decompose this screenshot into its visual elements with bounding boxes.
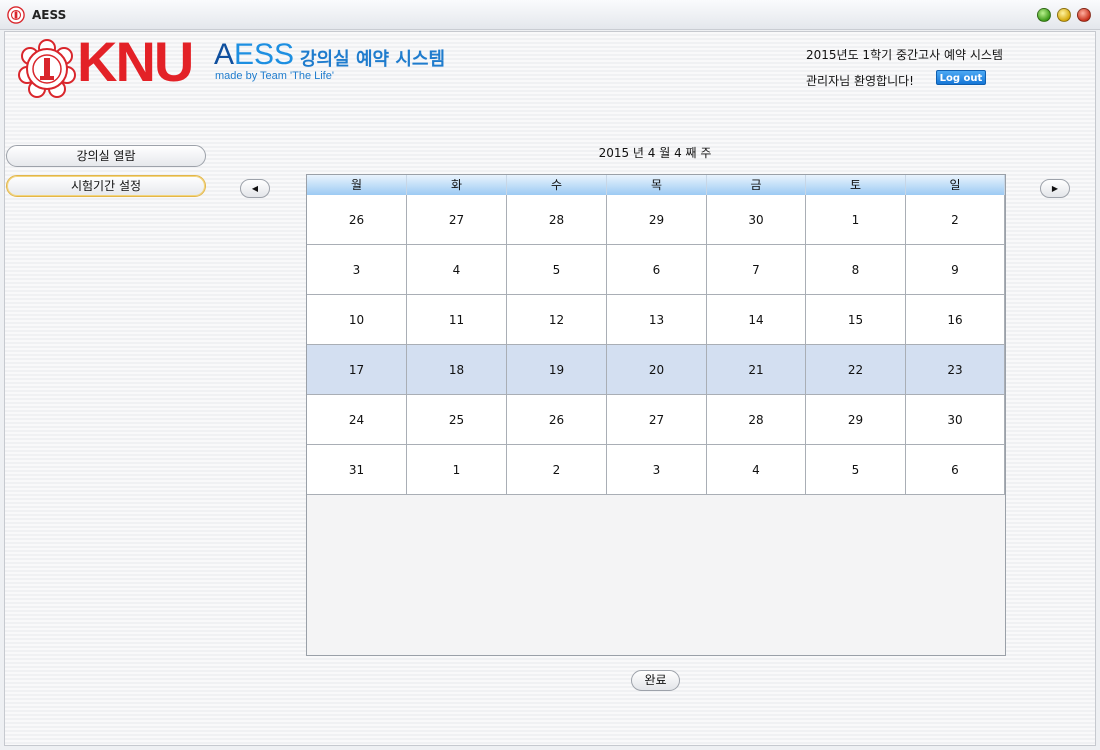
triangle-right-icon: ▶ bbox=[1051, 184, 1059, 193]
calendar-day-cell[interactable]: 22 bbox=[806, 345, 906, 395]
calendar-day-cell[interactable]: 5 bbox=[806, 445, 906, 495]
calendar-day-cell[interactable]: 13 bbox=[607, 295, 707, 345]
calendar-day-cell[interactable]: 19 bbox=[507, 345, 607, 395]
calendar-day-cell[interactable]: 2 bbox=[906, 195, 1005, 245]
weekday-header-cell: 금 bbox=[707, 175, 806, 195]
weekday-header-cell: 토 bbox=[806, 175, 906, 195]
calendar-day-cell[interactable]: 3 bbox=[307, 245, 407, 295]
calendar-day-cell[interactable]: 28 bbox=[707, 395, 806, 445]
calendar-day-cell[interactable]: 23 bbox=[906, 345, 1005, 395]
calendar-day-cell[interactable]: 30 bbox=[906, 395, 1005, 445]
calendar-day-cell[interactable]: 27 bbox=[407, 195, 507, 245]
logo-subtitle: 강의실 예약 시스템 bbox=[300, 49, 446, 70]
calendar-day-cell[interactable]: 31 bbox=[307, 445, 407, 495]
weekday-header-cell: 월 bbox=[307, 175, 407, 195]
done-button[interactable]: 완료 bbox=[631, 670, 680, 691]
calendar-day-cell[interactable]: 1 bbox=[407, 445, 507, 495]
aess-logo-text: AESS bbox=[214, 38, 294, 72]
weekday-header-cell: 화 bbox=[407, 175, 507, 195]
next-week-button[interactable]: ▶ bbox=[1040, 179, 1070, 198]
logout-button[interactable]: Log out bbox=[936, 70, 986, 85]
calendar-day-cell[interactable]: 8 bbox=[806, 245, 906, 295]
knu-emblem-logo bbox=[18, 39, 76, 98]
minimize-button[interactable] bbox=[1037, 8, 1051, 22]
calendar-day-cell[interactable]: 27 bbox=[607, 395, 707, 445]
maximize-button[interactable] bbox=[1057, 8, 1071, 22]
calendar-day-cell[interactable]: 26 bbox=[307, 195, 407, 245]
welcome-text: 관리자님 환영합니다! bbox=[806, 74, 914, 88]
calendar-day-cell[interactable]: 3 bbox=[607, 445, 707, 495]
logo-made-by: made by Team 'The Life' bbox=[215, 70, 334, 82]
calendar-day-cell[interactable]: 16 bbox=[906, 295, 1005, 345]
sidebar-item-room-browse[interactable]: 강의실 열람 bbox=[6, 145, 206, 167]
calendar-day-cell[interactable]: 18 bbox=[407, 345, 507, 395]
calendar-day-cell[interactable]: 26 bbox=[507, 395, 607, 445]
main-content: KNU AESS 강의실 예약 시스템 made by Team 'The Li… bbox=[4, 31, 1096, 746]
title-bar: AESS bbox=[0, 0, 1100, 30]
weekday-header-cell: 일 bbox=[906, 175, 1005, 195]
prev-week-button[interactable]: ◀ bbox=[240, 179, 270, 198]
aess-logo-a: A bbox=[214, 38, 235, 71]
calendar-day-cell[interactable]: 5 bbox=[507, 245, 607, 295]
weekday-header-cell: 목 bbox=[607, 175, 707, 195]
aess-logo-ess: ESS bbox=[234, 38, 295, 71]
calendar-day-cell[interactable]: 15 bbox=[806, 295, 906, 345]
calendar-day-cell[interactable]: 4 bbox=[407, 245, 507, 295]
knu-emblem-icon bbox=[7, 6, 25, 24]
calendar-day-cell[interactable]: 1 bbox=[806, 195, 906, 245]
calendar-day-cell[interactable]: 25 bbox=[407, 395, 507, 445]
calendar-day-cell[interactable]: 11 bbox=[407, 295, 507, 345]
calendar-day-cell[interactable]: 7 bbox=[707, 245, 806, 295]
calendar-day-cell[interactable]: 6 bbox=[607, 245, 707, 295]
calendar-day-cell[interactable]: 17 bbox=[307, 345, 407, 395]
calendar-day-cell[interactable]: 29 bbox=[607, 195, 707, 245]
calendar-day-cell[interactable]: 20 bbox=[607, 345, 707, 395]
week-label: 2015 년 4 월 4 째 주 bbox=[598, 146, 712, 160]
calendar-day-cell[interactable]: 28 bbox=[507, 195, 607, 245]
window-title: AESS bbox=[32, 8, 67, 22]
calendar-day-cell[interactable]: 29 bbox=[806, 395, 906, 445]
calendar-day-cell[interactable]: 14 bbox=[707, 295, 806, 345]
system-title: 2015년도 1학기 중간고사 예약 시스템 bbox=[806, 48, 1003, 62]
calendar-day-cell[interactable]: 6 bbox=[906, 445, 1005, 495]
calendar-day-cell[interactable]: 2 bbox=[507, 445, 607, 495]
calendar-day-cell[interactable]: 9 bbox=[906, 245, 1005, 295]
triangle-left-icon: ◀ bbox=[251, 184, 259, 193]
weekday-header-cell: 수 bbox=[507, 175, 607, 195]
knu-logo-text: KNU bbox=[77, 30, 194, 93]
calendar-day-cell[interactable]: 21 bbox=[707, 345, 806, 395]
calendar-day-cell[interactable]: 4 bbox=[707, 445, 806, 495]
calendar-day-cell[interactable]: 12 bbox=[507, 295, 607, 345]
close-button[interactable] bbox=[1077, 8, 1091, 22]
calendar-day-cell[interactable]: 24 bbox=[307, 395, 407, 445]
calendar-day-cell[interactable]: 10 bbox=[307, 295, 407, 345]
calendar-day-cell[interactable]: 30 bbox=[707, 195, 806, 245]
sidebar-item-exam-period[interactable]: 시험기간 설정 bbox=[6, 175, 206, 197]
